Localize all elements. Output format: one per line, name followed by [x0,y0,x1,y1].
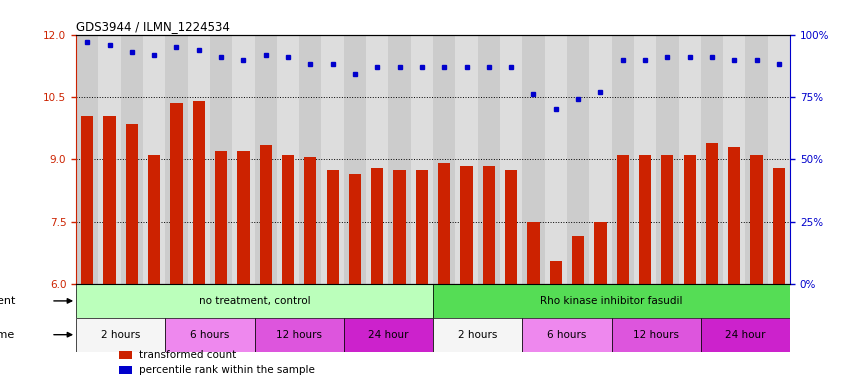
Text: 12 hours: 12 hours [632,330,679,340]
Bar [344,318,433,352]
Bar [455,35,477,284]
Bar [192,101,204,284]
Bar [522,35,544,284]
Bar [749,155,762,284]
Bar [593,222,606,284]
Text: transformed count: transformed count [138,350,235,360]
Bar [433,35,455,284]
Bar [214,151,227,284]
Bar [437,164,450,284]
Bar [588,35,611,284]
Bar [371,167,383,284]
Text: no treatment, control: no treatment, control [198,296,310,306]
Bar [678,35,700,284]
Bar [633,35,656,284]
Text: time: time [0,330,15,340]
Text: 6 hours: 6 hours [547,330,586,340]
Bar [165,35,187,284]
Bar [344,35,365,284]
Bar [119,366,132,374]
Bar [433,318,522,352]
Bar [165,318,254,352]
Bar [611,35,633,284]
Bar [304,157,316,284]
Text: Rho kinase inhibitor fasudil: Rho kinase inhibitor fasudil [539,296,682,306]
Bar [705,143,717,284]
Bar [522,318,611,352]
Bar [254,318,344,352]
Bar [728,147,739,284]
Bar [388,35,410,284]
Text: 2 hours: 2 hours [101,330,140,340]
Bar [415,170,428,284]
Bar [505,170,517,284]
Bar [187,35,209,284]
Bar [98,35,121,284]
Bar [549,261,561,284]
Text: 12 hours: 12 hours [276,330,322,340]
Text: 2 hours: 2 hours [457,330,497,340]
Bar [76,284,433,318]
Bar [616,155,628,284]
Text: GDS3944 / ILMN_1224534: GDS3944 / ILMN_1224534 [76,20,230,33]
Bar [544,35,566,284]
Bar [103,116,116,284]
Bar [237,151,249,284]
Bar [81,116,93,284]
Bar [744,35,767,284]
Bar [326,170,338,284]
Bar [566,35,588,284]
Bar [477,35,500,284]
Bar [393,170,405,284]
Bar [772,167,784,284]
Bar [119,351,132,359]
Bar [277,35,299,284]
Bar [410,35,433,284]
Bar [349,174,360,284]
Bar [170,103,182,284]
Bar [232,35,254,284]
Text: agent: agent [0,296,15,306]
Bar [571,236,583,284]
Bar [365,35,388,284]
Bar [527,222,539,284]
Bar [126,124,138,284]
Text: 24 hour: 24 hour [724,330,765,340]
Text: 6 hours: 6 hours [190,330,230,340]
Bar [638,155,651,284]
Bar [460,166,472,284]
Bar [76,35,98,284]
Bar [611,318,700,352]
Text: percentile rank within the sample: percentile rank within the sample [138,365,314,375]
Bar [500,35,522,284]
Bar [209,35,232,284]
Bar [656,35,678,284]
Bar [321,35,344,284]
Bar [700,318,789,352]
Bar [767,35,789,284]
Bar [259,145,272,284]
Bar [121,35,143,284]
Bar [148,155,160,284]
Text: 24 hour: 24 hour [368,330,408,340]
Bar [254,35,277,284]
Bar [433,284,789,318]
Bar [282,155,294,284]
Bar [700,35,722,284]
Bar [722,35,744,284]
Bar [661,155,673,284]
Bar [482,166,495,284]
Bar [299,35,321,284]
Bar [143,35,165,284]
Bar [683,155,695,284]
Bar [76,318,165,352]
